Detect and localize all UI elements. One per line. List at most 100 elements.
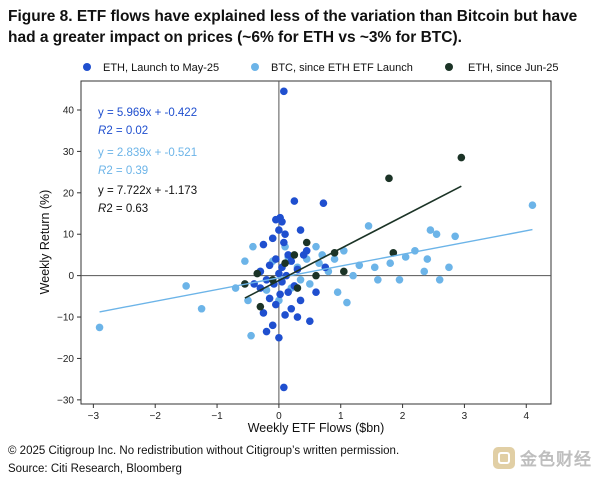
data-point-eth-launch [259,240,268,249]
data-point-eth-launch [281,230,289,239]
data-point-eth-jun [302,238,311,247]
equation-btc: y = 2.839x + -0.521 [98,147,197,159]
legend-item-btc: BTC, since ETH ETF Launch [251,62,413,74]
data-point-eth-launch [306,317,314,325]
legend-label-eth-launch: ETH, Launch to May-25 [103,62,219,74]
data-point-btc [374,275,382,284]
data-point-eth-launch [275,226,283,234]
y-tick-label: 10 [63,230,75,241]
regression-line-eth-jun [244,185,462,299]
data-point-eth-launch [265,261,274,270]
equation-eth-jun: y = 7.722x + -1.173 [98,185,197,197]
copyright-notice: © 2025 Citigroup Inc. No redistribution … [8,445,400,457]
x-tick-label: 0 [276,411,282,422]
data-point-eth-launch [296,296,305,305]
data-point-btc [395,275,404,284]
data-point-btc [197,304,206,313]
data-point-btc [401,253,410,261]
y-tick-label: 40 [63,105,75,116]
data-point-eth-launch [293,313,302,321]
data-point-eth-jun [290,251,299,259]
y-tick-label: 0 [68,271,74,282]
figure-footer: © 2025 Citigroup Inc. No redistribution … [8,442,488,478]
data-point-eth-jun [268,275,277,284]
watermark-text: 金色财经 [520,450,592,469]
data-point-eth-jun [457,153,466,162]
y-tick-label: −30 [57,395,74,406]
data-points [95,87,537,392]
data-point-eth-launch [272,255,280,263]
data-point-eth-launch [280,238,288,247]
data-point-eth-launch [312,288,320,296]
y-tick-label: −10 [57,313,74,324]
data-point-eth-launch [319,199,328,207]
source-note: Source: Citi Research, Bloomberg [8,463,182,475]
equation-eth-launch: y = 5.969x + -0.422 [98,107,197,119]
data-point-btc [241,257,249,265]
y-tick-label: 20 [63,188,75,199]
y-tick-label: 30 [63,147,75,158]
r2-eth-jun: R2 = 0.63 [98,203,148,215]
plot-frame [80,80,552,405]
data-point-eth-launch [276,290,284,299]
data-point-btc [296,275,305,284]
data-point-btc [249,242,257,251]
y-axis-ticks: −30 −20 −10 0 10 20 30 40 [57,105,81,406]
data-point-btc [432,230,441,239]
y-tick-label: −20 [57,354,74,365]
x-tick-label: 3 [462,411,468,422]
data-point-eth-jun [293,284,302,292]
data-point-eth-launch [287,304,296,313]
data-point-eth-launch [268,321,277,330]
data-point-eth-launch [299,251,308,259]
data-point-btc [340,246,348,255]
data-point-eth-launch [275,333,283,342]
data-point-btc [247,331,255,340]
data-point-eth-jun [256,302,265,311]
x-tick-label: −2 [150,411,162,422]
data-point-btc [370,263,379,272]
legend-marker-btc [251,63,259,71]
scatter-chart: ETH, Launch to May-25 BTC, since ETH ETF… [38,62,558,435]
data-point-eth-launch [284,288,292,296]
regression-equations: y = 5.969x + -0.422 R2 = 0.02 y = 2.839x… [98,107,197,215]
figure-title: Figure 8. ETF flows have explained less … [8,8,578,46]
x-tick-label: −1 [211,411,223,422]
data-point-eth-launch [281,311,289,319]
data-point-eth-launch [280,383,288,392]
r2-btc: R2 = 0.39 [98,165,148,177]
data-point-btc [312,242,320,251]
legend-item-eth-launch: ETH, Launch to May-25 [83,62,219,74]
x-axis-label: Weekly ETF Flows ($bn) [248,421,385,435]
data-point-eth-launch [250,280,258,288]
r2-eth-launch: R2 = 0.02 [98,125,148,137]
x-axis-ticks: −3 −2 −1 0 1 2 3 4 [88,404,529,422]
data-point-btc [330,255,339,263]
data-point-eth-launch [278,217,286,226]
x-tick-label: 4 [523,411,529,422]
data-point-btc [182,282,190,290]
data-point-btc [306,280,314,288]
data-point-btc [445,263,453,272]
data-point-eth-jun [312,271,320,280]
data-point-btc [333,288,342,296]
data-point-eth-launch [262,327,271,336]
data-point-btc [95,323,104,332]
data-point-btc [244,296,252,305]
data-point-btc [349,271,357,280]
legend-marker-eth-jun [445,63,453,71]
data-point-btc [364,222,373,230]
watermark-logo-icon [493,446,515,469]
legend-label-eth-jun: ETH, since Jun-25 [468,62,558,74]
data-point-eth-jun [389,249,398,257]
data-point-btc [435,275,444,284]
data-point-btc [343,298,351,307]
data-point-eth-launch [275,269,283,278]
data-point-btc [528,201,537,210]
data-point-eth-launch [284,251,292,259]
data-point-btc [386,259,395,268]
legend-marker-eth-launch [83,63,91,71]
data-point-eth-jun [340,267,348,276]
regression-lines [99,185,533,313]
data-point-eth-launch [259,309,268,317]
